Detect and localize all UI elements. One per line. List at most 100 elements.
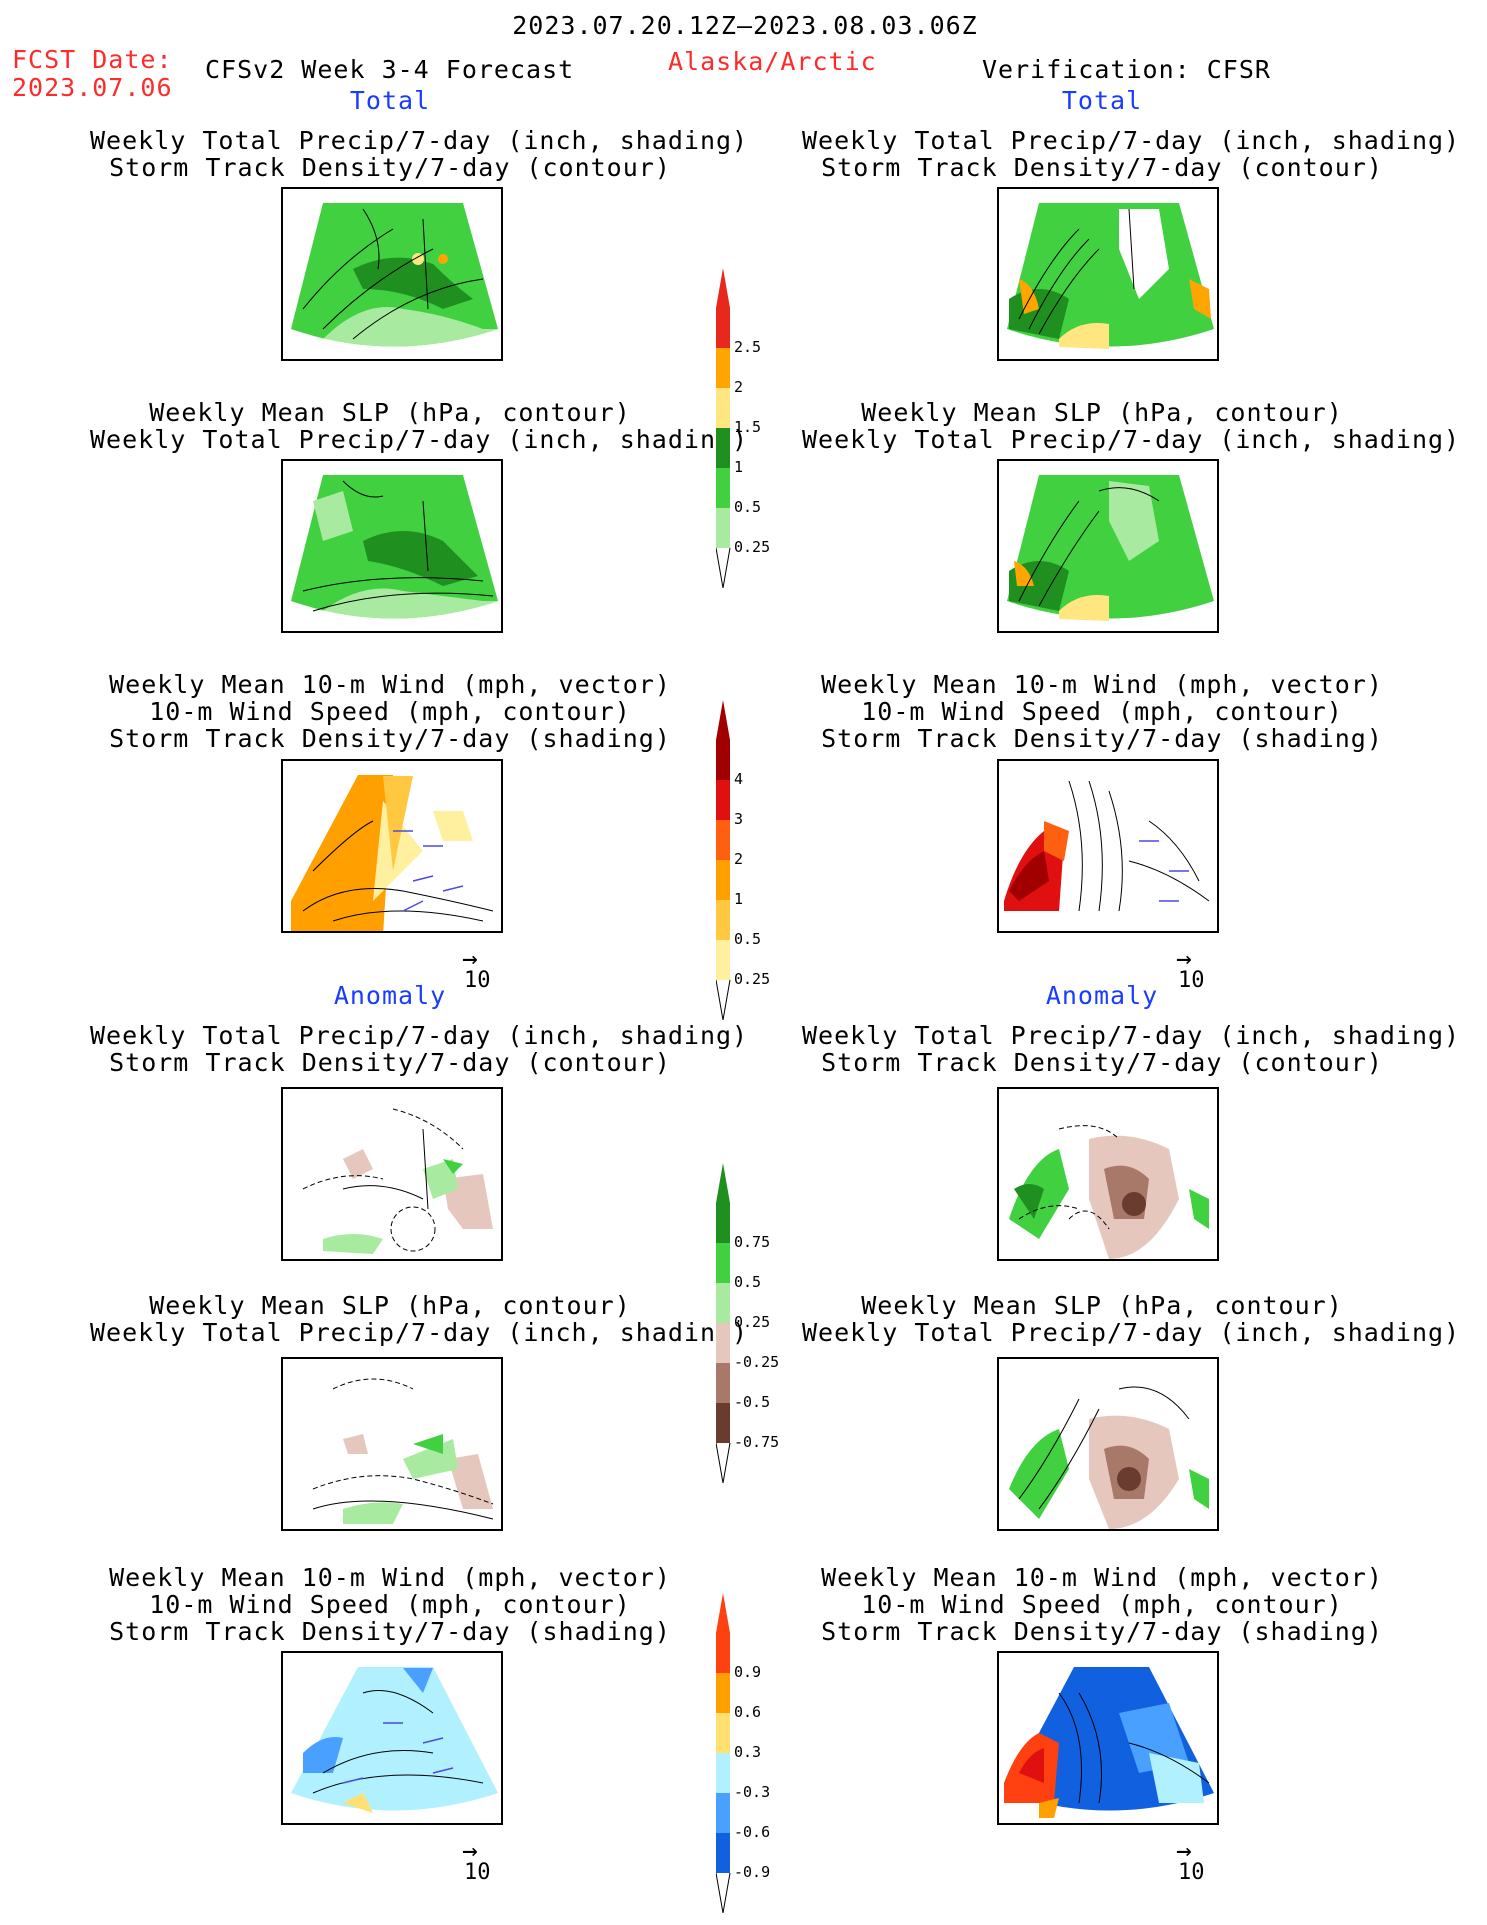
colorbar-segment: [716, 1283, 730, 1323]
vector-ref-arrow-icon: →: [462, 944, 478, 974]
colorbar-tick-label: 0.25: [734, 538, 771, 556]
colorbar-segment: [716, 428, 730, 468]
fcst-date: 2023.07.06: [12, 73, 173, 102]
map-total-precip-track-forecast: [281, 187, 503, 361]
panel-title: Storm Track Density/7-day (shading): [821, 724, 1383, 753]
panel-title: 10-m Wind Speed (mph, contour): [861, 1590, 1343, 1619]
map-anom-slp-precip-forecast: [281, 1357, 503, 1531]
colorbar-segment: [716, 1363, 730, 1403]
colorbar-graphic: [716, 700, 731, 1020]
vector-ref-label: 10: [464, 968, 491, 993]
map-total-wind-forecast: [281, 759, 503, 933]
panel-title: Storm Track Density/7-day (contour): [109, 153, 671, 182]
vector-ref-arrow-icon: →: [1176, 1836, 1192, 1866]
colorbar-tick-label: 3: [734, 810, 744, 828]
colorbar-segment: [716, 1243, 730, 1283]
colorbar-tick-label: 0.6: [734, 1703, 762, 1721]
section-anomaly-left: Anomaly: [333, 981, 447, 1010]
colorbar-bottom-tail: [716, 979, 731, 1020]
colorbar-top-triangle: [716, 268, 730, 308]
colorbar-segment: [716, 308, 730, 348]
colorbar-tick-label: 2.5: [734, 338, 762, 356]
colorbar-segment: [716, 508, 730, 548]
colorbar-tick-label: 0.3: [734, 1743, 762, 1761]
map-anom-wind-forecast: [281, 1651, 503, 1825]
colorbar-tick-label: 0.75: [734, 1233, 771, 1251]
colorbar-segment: [716, 1793, 730, 1833]
colorbar-segment: [716, 820, 730, 860]
colorbar-segment: [716, 1403, 730, 1443]
panel-title: Weekly Total Precip/7-day (inch, shading…: [802, 1021, 1461, 1050]
section-anomaly-right: Anomaly: [1045, 981, 1159, 1010]
map-anom-precip-track-forecast: [281, 1087, 503, 1261]
region-title: Alaska/Arctic: [668, 47, 877, 76]
map-anom-slp-precip-verification: [997, 1357, 1219, 1531]
colorbar-segment: [716, 740, 730, 780]
panel-title: 10-m Wind Speed (mph, contour): [149, 1590, 631, 1619]
colorbar-segment: [716, 940, 730, 980]
product-title: CFSv2 Week 3-4 Forecast: [205, 55, 575, 84]
colorbar-top-triangle: [716, 1593, 730, 1633]
panel-title: Weekly Mean SLP (hPa, contour): [861, 1291, 1343, 1320]
colorbar-precip-anomaly: 0.75 0.5 0.25 -0.25 -0.5 -0.75: [716, 1163, 836, 1483]
period-title: 2023.07.20.12Z–2023.08.03.06Z: [512, 11, 978, 40]
colorbar-bottom-tail: [716, 1872, 731, 1913]
colorbar-tick-label: 0.5: [734, 1273, 762, 1291]
colorbar-segment: [716, 900, 730, 940]
panel-title: Storm Track Density/7-day (shading): [109, 1617, 671, 1646]
colorbar-graphic: [716, 1593, 731, 1913]
panel-title: Storm Track Density/7-day (shading): [821, 1617, 1383, 1646]
map-anom-wind-verification: [997, 1651, 1219, 1825]
panel-title: Weekly Mean 10-m Wind (mph, vector): [821, 1563, 1383, 1592]
panel-title: Weekly Mean SLP (hPa, contour): [149, 1291, 631, 1320]
colorbar-segment: [716, 388, 730, 428]
panel-title: Weekly Mean SLP (hPa, contour): [149, 398, 631, 427]
panel-title: Weekly Mean 10-m Wind (mph, vector): [109, 670, 671, 699]
colorbar-segment: [716, 1633, 730, 1673]
vector-ref-label: 10: [1178, 1860, 1205, 1885]
panel-title: Weekly Total Precip/7-day (inch, shading…: [802, 1318, 1461, 1347]
colorbar-tick-label: -0.75: [734, 1433, 780, 1451]
panel-title: Weekly Total Precip/7-day (inch, shading…: [90, 126, 749, 155]
vector-ref-label: 10: [464, 1860, 491, 1885]
panel-title: Weekly Total Precip/7-day (inch, shading…: [802, 126, 1461, 155]
colorbar-tick-label: -0.9: [734, 1863, 771, 1881]
map-total-slp-precip-forecast: [281, 459, 503, 633]
fcst-date-label: FCST Date:: [12, 45, 173, 74]
colorbar-tick-label: 1: [734, 890, 744, 908]
colorbar-tick-label: -0.5: [734, 1393, 771, 1411]
panel-title: Storm Track Density/7-day (contour): [109, 1048, 671, 1077]
panel-title: Storm Track Density/7-day (contour): [821, 153, 1383, 182]
colorbar-tick-label: -0.25: [734, 1353, 780, 1371]
colorbar-precip-total: 2.5 2 1.5 1 0.5 0.25: [716, 268, 836, 588]
vector-ref-arrow-icon: →: [1176, 944, 1192, 974]
colorbar-graphic: [716, 268, 731, 588]
panel-title: 10-m Wind Speed (mph, contour): [861, 697, 1343, 726]
colorbar-tick-label: 0.25: [734, 1313, 771, 1331]
panel-title: Weekly Mean SLP (hPa, contour): [861, 398, 1343, 427]
section-total-right: Total: [1061, 86, 1143, 115]
map-total-slp-precip-verification: [997, 459, 1219, 633]
panel-title: Weekly Total Precip/7-day (inch, shading…: [90, 1318, 749, 1347]
colorbar-tick-label: -0.6: [734, 1823, 771, 1841]
vector-ref-label: 10: [1178, 968, 1205, 993]
colorbar-tick-label: 2: [734, 378, 744, 396]
colorbar-tick-label: 0.9: [734, 1663, 762, 1681]
colorbar-tick-label: 2: [734, 850, 744, 868]
panel-title: Weekly Mean 10-m Wind (mph, vector): [109, 1563, 671, 1592]
colorbar-segment: [716, 1203, 730, 1243]
colorbar-top-triangle: [716, 700, 730, 740]
colorbar-segment: [716, 860, 730, 900]
map-anom-precip-track-verification: [997, 1087, 1219, 1261]
panel-title: Weekly Mean 10-m Wind (mph, vector): [821, 670, 1383, 699]
panel-title: Storm Track Density/7-day (contour): [821, 1048, 1383, 1077]
map-total-precip-track-verification: [997, 187, 1219, 361]
panel-title: 10-m Wind Speed (mph, contour): [149, 697, 631, 726]
colorbar-segment: [716, 468, 730, 508]
colorbar-track-anomaly: 0.9 0.6 0.3 -0.3 -0.6 -0.9: [716, 1593, 836, 1913]
colorbar-tick-label: 0.25: [734, 970, 771, 988]
colorbar-graphic: [716, 1163, 731, 1483]
colorbar-segment: [716, 348, 730, 388]
colorbar-tick-label: 4: [734, 770, 744, 788]
colorbar-bottom-tail: [716, 1442, 731, 1483]
